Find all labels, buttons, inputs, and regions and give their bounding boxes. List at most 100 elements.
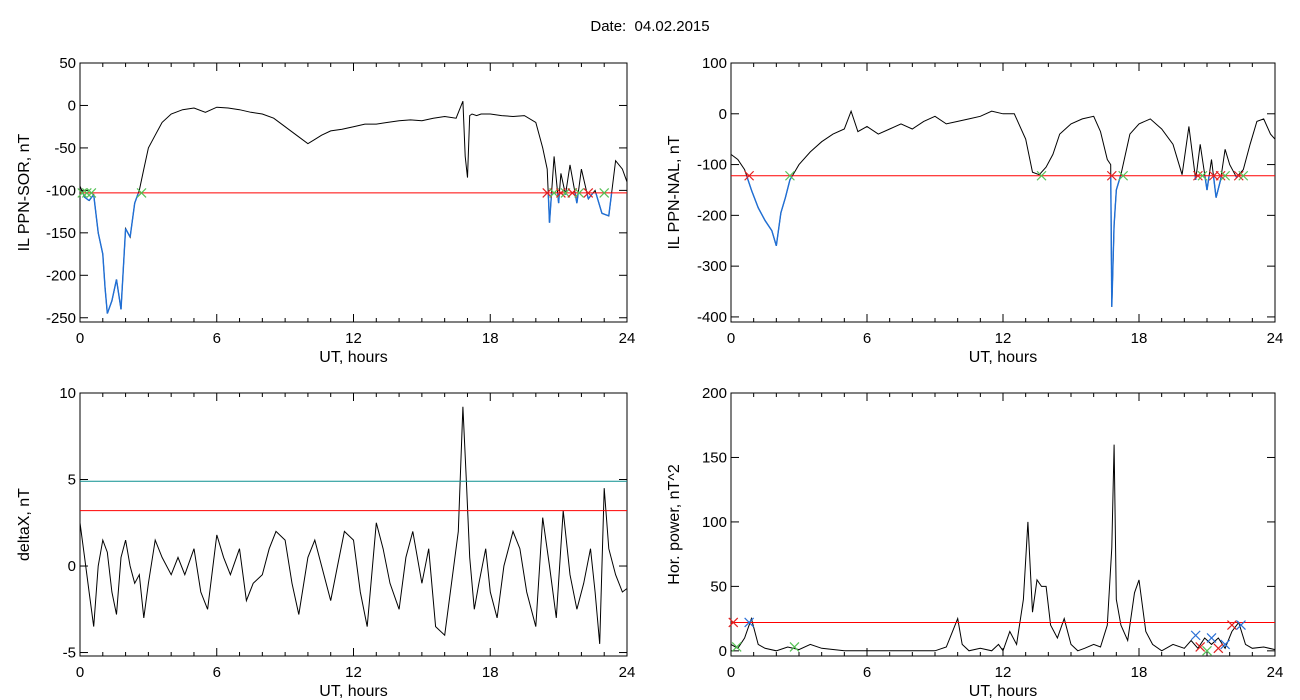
crossing-marker <box>555 188 566 198</box>
x-tick-label: 0 <box>76 664 84 681</box>
highlight-segment <box>1111 225 1115 307</box>
x-tick-label: 12 <box>345 664 362 681</box>
series-line <box>79 101 628 314</box>
y-tick-label: 0 <box>68 97 76 114</box>
x-tick-label: 6 <box>863 330 871 347</box>
highlight-segment <box>111 279 118 301</box>
x-tick-label: 24 <box>619 330 636 347</box>
x-axis-label: UT, hours <box>969 683 1037 700</box>
highlight-segment <box>757 207 766 221</box>
crossing-marker <box>1106 170 1117 181</box>
crossing-marker <box>1193 170 1203 181</box>
crossing-marker <box>1195 642 1206 652</box>
y-tick-label: -400 <box>697 309 727 326</box>
crossing-marker <box>1197 170 1208 181</box>
highlight-segment <box>601 212 610 217</box>
crossing-marker <box>744 617 755 628</box>
page-title: Date: 04.02.2015 <box>590 18 710 35</box>
crossing-marker <box>86 188 97 198</box>
x-tick-label: 24 <box>1267 664 1284 681</box>
y-tick-label: -150 <box>46 225 76 242</box>
crossing-marker <box>1213 643 1224 654</box>
y-tick-label: 5 <box>68 472 76 489</box>
highlight-segment <box>88 194 95 201</box>
highlight-segment <box>106 300 113 314</box>
x-tick-label: 18 <box>482 664 499 681</box>
highlight-segment <box>764 220 773 231</box>
highlight-segment <box>124 228 131 238</box>
crossing-marker <box>1036 170 1047 181</box>
y-tick-label: 100 <box>702 514 727 531</box>
y-tick-label: -200 <box>46 267 76 284</box>
series-line <box>730 444 1276 652</box>
x-tick-label: 12 <box>345 330 362 347</box>
highlight-segment <box>102 254 106 289</box>
x-tick-label: 18 <box>1131 330 1148 347</box>
y-tick-label: 0 <box>719 106 727 123</box>
y-tick-label: 100 <box>702 55 727 72</box>
crossing-marker <box>1227 620 1237 630</box>
x-tick-label: 0 <box>727 330 735 347</box>
x-tick-label: 12 <box>995 330 1012 347</box>
crossing-marker <box>1190 630 1201 641</box>
y-tick-label: 150 <box>702 449 727 466</box>
y-tick-label: 0 <box>68 558 76 575</box>
highlight-segment <box>92 194 99 233</box>
plot-frame <box>730 392 1276 657</box>
x-tick-label: 24 <box>619 664 636 681</box>
crossing-marker <box>1118 170 1129 181</box>
crossing-marker <box>789 642 800 652</box>
chart-ppn-nal: 0 6 12 18 24 100 0 -100 -200 -300 -400 UT, hours IL … <box>666 55 1284 366</box>
highlight-segment <box>129 203 136 238</box>
crossing-marker <box>77 188 88 198</box>
highlight-segment <box>134 192 140 204</box>
x-tick-label: 6 <box>213 664 221 681</box>
crossing-marker <box>599 188 610 198</box>
x-tick-label: 18 <box>482 330 499 347</box>
crossing-marker <box>1236 620 1246 630</box>
y-axis-label: Hor. power, nT^2 <box>666 464 683 585</box>
y-tick-label: 0 <box>719 643 727 660</box>
x-tick-label: 18 <box>1131 664 1148 681</box>
x-tick-label: 6 <box>863 664 871 681</box>
crossing-marker <box>1238 170 1249 181</box>
y-tick-label: 10 <box>59 385 76 402</box>
highlight-segment <box>1215 179 1222 198</box>
x-axis-label: UT, hours <box>319 683 387 700</box>
highlight-segment <box>1115 175 1122 191</box>
crossing-marker <box>136 188 147 198</box>
crossing-marker <box>1220 170 1231 181</box>
y-tick-label: 50 <box>710 578 727 595</box>
y-axis-label: deltaX, nT <box>16 488 33 561</box>
x-axis-label: UT, hours <box>969 349 1037 366</box>
y-tick-label: -300 <box>697 258 727 275</box>
y-tick-label: 50 <box>59 55 76 72</box>
highlight-segment <box>608 192 613 216</box>
crossing-marker <box>728 617 739 628</box>
y-tick-label: 200 <box>702 385 727 402</box>
highlight-segment <box>595 192 603 214</box>
series-line <box>730 109 1276 307</box>
crossing-marker <box>1202 645 1212 656</box>
highlight-segment <box>1212 175 1217 198</box>
y-axis-label: IL PPN-NAL, nT <box>666 135 683 249</box>
highlight-segment <box>1206 175 1210 191</box>
highlight-segment <box>548 192 553 223</box>
crossing-marker <box>1233 170 1244 181</box>
highlight-segment <box>104 287 109 314</box>
y-tick-label: -50 <box>54 140 76 157</box>
chart-ppn-sor: 0 6 12 18 24 50 0 -50 -100 -150 -200 -250 UT, hours I… <box>16 55 636 366</box>
x-tick-label: 24 <box>1267 330 1284 347</box>
plot-frame <box>79 392 628 657</box>
crossing-marker <box>731 642 742 652</box>
crossing-marker <box>744 170 755 181</box>
y-tick-label: -250 <box>46 310 76 327</box>
x-tick-label: 12 <box>995 664 1012 681</box>
chart-hor-power: 0 6 12 18 24 200 150 100 50 0 UT, hours Hor. power,… <box>666 385 1284 700</box>
crossing-marker <box>785 170 795 181</box>
y-axis-label: IL PPN-SOR, nT <box>16 133 33 251</box>
plot-frame <box>730 62 1276 323</box>
highlight-segment <box>1110 175 1113 307</box>
y-tick-label: -200 <box>697 207 727 224</box>
